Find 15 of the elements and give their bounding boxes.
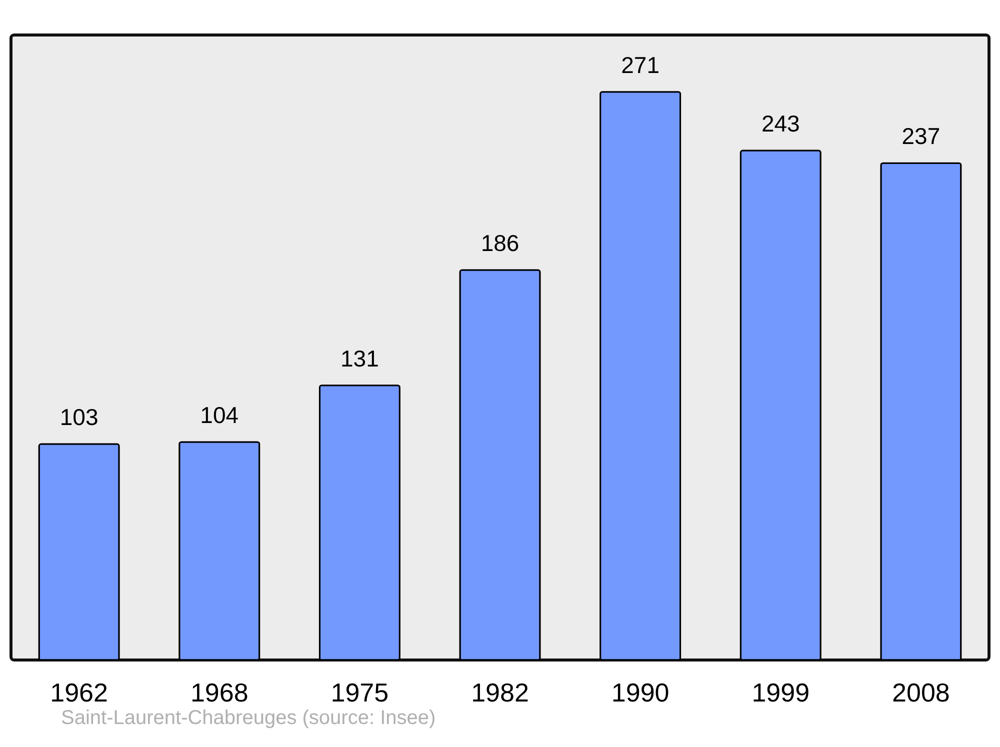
data-label: 131 <box>340 345 379 372</box>
x-tick-label: 1975 <box>330 678 389 708</box>
data-label: 271 <box>621 52 660 78</box>
x-tick-label: 1962 <box>50 678 108 708</box>
x-tick-label: 1982 <box>471 678 529 708</box>
data-label: 104 <box>200 402 239 428</box>
text: Saint-Laurent-Chabreuges (source: Insee) <box>61 707 436 729</box>
x-tick-label: 2008 <box>892 678 950 708</box>
data-label: 186 <box>480 230 520 256</box>
data-label: 103 <box>60 404 98 430</box>
data-label: 237 <box>902 123 940 150</box>
x-tick-label: 1990 <box>611 678 670 708</box>
x-tick-label: 1968 <box>190 678 248 708</box>
data-label: 243 <box>761 110 800 137</box>
x-tick-label: 1999 <box>752 678 810 708</box>
